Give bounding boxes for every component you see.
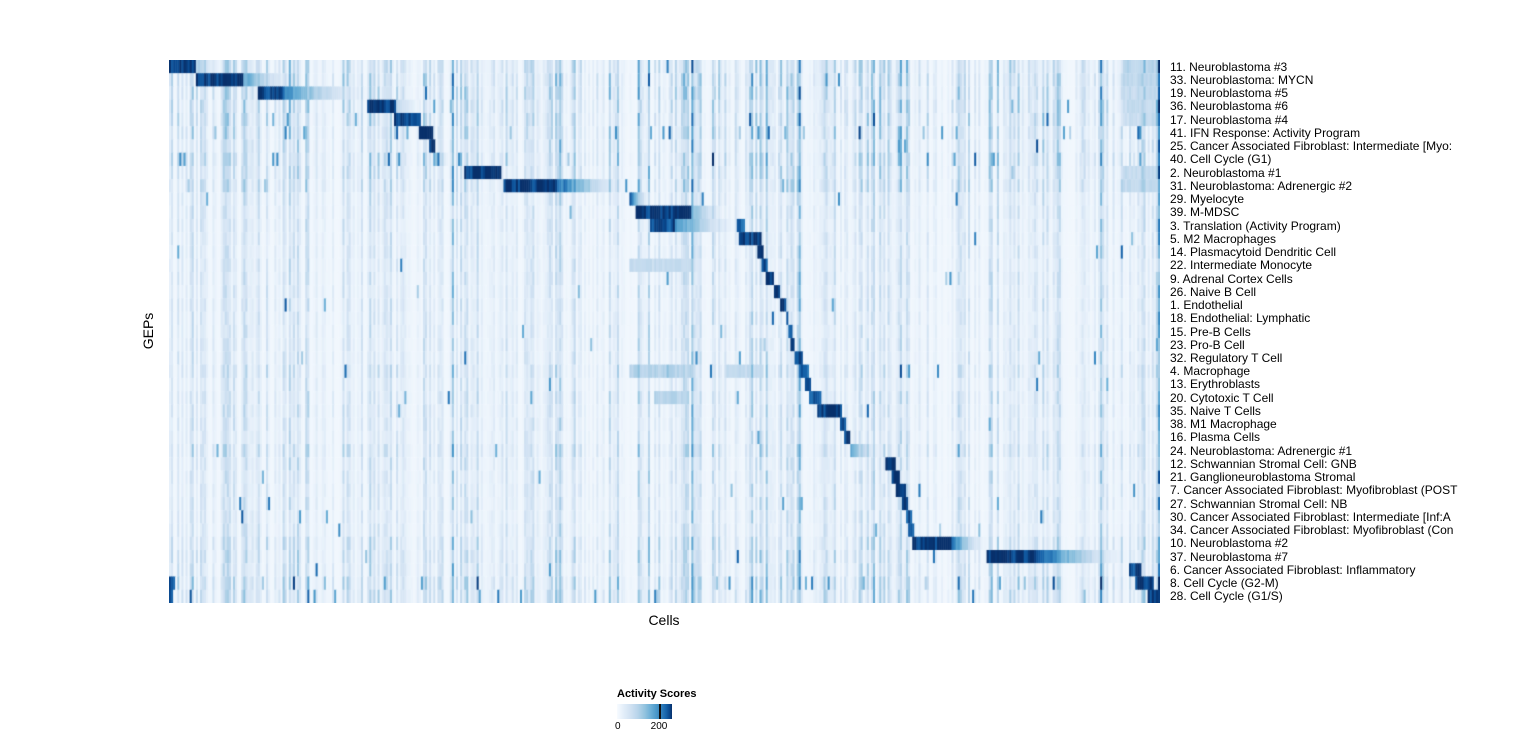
row-label: 34. Cancer Associated Fibroblast: Myofib…	[1170, 523, 1454, 538]
row-label: 12. Schwannian Stromal Cell: GNB	[1170, 456, 1357, 471]
y-axis-label: GEPs	[140, 312, 156, 350]
row-label: 22. Intermediate Monocyte	[1170, 258, 1313, 273]
row-label: 7. Cancer Associated Fibroblast: Myofibr…	[1170, 483, 1458, 498]
row-label: 31. Neuroblastoma: Adrenergic #2	[1170, 178, 1353, 193]
row-label: 10. Neuroblastoma #2	[1170, 536, 1289, 551]
row-label: 38. M1 Macrophage	[1170, 417, 1277, 432]
row-label: 35. Naive T Cells	[1170, 403, 1261, 418]
row-label: 40. Cell Cycle (G1)	[1170, 152, 1272, 167]
row-label: 39. M-MDSC	[1170, 205, 1240, 220]
row-label: 16. Plasma Cells	[1170, 430, 1261, 445]
row-label: 1. Endothelial	[1170, 298, 1243, 312]
row-label: 41. IFN Response: Activity Program	[1170, 125, 1361, 140]
row-label: 17. Neuroblastoma #4	[1170, 112, 1289, 127]
row-label: 25. Cancer Associated Fibroblast: Interm…	[1170, 139, 1453, 154]
x-axis-label: Cells	[648, 612, 680, 628]
row-label: 6. Cancer Associated Fibroblast: Inflamm…	[1170, 562, 1416, 577]
row-label: 33. Neuroblastoma: MYCN	[1170, 72, 1314, 87]
row-label: 8. Cell Cycle (G2-M)	[1170, 576, 1279, 591]
row-label: 13. Erythroblasts	[1170, 377, 1261, 392]
row-label: 24. Neuroblastoma: Adrenergic #1	[1170, 443, 1353, 458]
row-label: 21. Ganglioneuroblastoma Stromal	[1170, 470, 1356, 485]
row-label: 11. Neuroblastoma #3	[1170, 60, 1288, 74]
row-label: 28. Cell Cycle (G1/S)	[1170, 589, 1283, 603]
row-label: 4. Macrophage	[1170, 364, 1251, 379]
row-label: 9. Adrenal Cortex Cells	[1170, 271, 1293, 286]
row-label: 18. Endothelial: Lymphatic	[1170, 311, 1311, 326]
row-label: 37. Neuroblastoma #7	[1170, 549, 1289, 564]
row-label: 20. Cytotoxic T Cell	[1170, 390, 1274, 405]
legend-tick-200: 200	[650, 721, 668, 732]
row-label: 36. Neuroblastoma #6	[1170, 99, 1289, 114]
row-label: 5. M2 Macrophages	[1170, 231, 1277, 246]
row-label: 26. Naive B Cell	[1170, 284, 1257, 299]
row-label: 15. Pre-B Cells	[1170, 324, 1251, 339]
row-label: 3. Translation (Activity Program)	[1170, 218, 1341, 233]
row-label: 19. Neuroblastoma #5	[1170, 86, 1289, 101]
legend-tick-0: 0	[615, 721, 621, 732]
row-label: 14. Plasmacytoid Dendritic Cell	[1170, 245, 1337, 260]
heatmap-canvas	[169, 60, 1160, 603]
row-label: 30. Cancer Associated Fibroblast: Interm…	[1170, 509, 1451, 524]
row-label: 27. Schwannian Stromal Cell: NB	[1170, 496, 1348, 511]
legend-title: Activity Scores	[617, 688, 697, 700]
legend-max-tick	[659, 704, 661, 719]
row-label: 23. Pro-B Cell	[1170, 337, 1245, 352]
row-label: 29. Myelocyte	[1170, 192, 1245, 207]
row-labels: 11. Neuroblastoma #3 33. Neuroblastoma: M…	[1166, 60, 1540, 603]
colorbar-legend: Activity Scores 0 200	[615, 688, 737, 735]
legend-gradient-bar	[617, 704, 672, 719]
legend-tick-labels: 0 200	[615, 721, 737, 735]
row-label: 2. Neuroblastoma #1	[1170, 165, 1282, 180]
row-label: 32. Regulatory T Cell	[1170, 350, 1283, 365]
